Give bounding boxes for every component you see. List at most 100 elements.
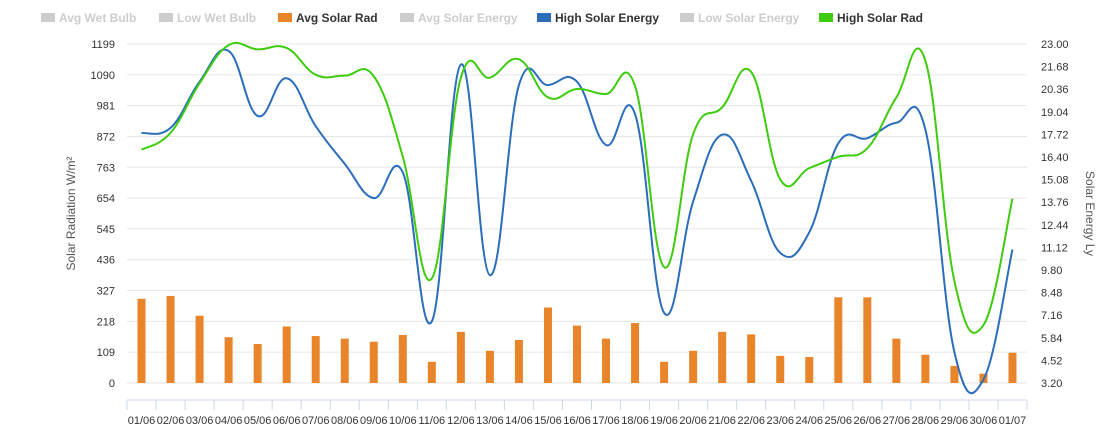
bar-avg-solar-rad[interactable]: [166, 295, 175, 383]
x-tick-label: 08/06: [331, 415, 359, 427]
x-tick-label: 22/06: [737, 415, 765, 427]
legend-item-avg-solar-energy[interactable]: Avg Solar Energy: [400, 11, 518, 25]
x-tick-label: 01/07: [999, 415, 1027, 427]
legend-label: Low Solar Energy: [698, 11, 800, 25]
bar-avg-solar-rad[interactable]: [456, 331, 465, 383]
x-tick-label: 18/06: [621, 415, 649, 427]
x-tick-label: 04/06: [215, 415, 243, 427]
y-left-tick-label: 981: [97, 101, 115, 113]
bar-avg-solar-rad[interactable]: [834, 297, 843, 383]
bar-avg-solar-rad[interactable]: [253, 343, 262, 383]
x-tick-label: 07/06: [302, 415, 330, 427]
y-left-tick-label: 763: [97, 162, 115, 174]
bar-avg-solar-rad[interactable]: [892, 338, 901, 383]
legend-swatch: [819, 13, 833, 22]
x-tick-label: 01/06: [128, 415, 156, 427]
legend-item-low-solar-energy[interactable]: Low Solar Energy: [680, 11, 800, 25]
x-tick-label: 06/06: [273, 415, 301, 427]
legend-item-high-solar-energy[interactable]: High Solar Energy: [537, 11, 659, 25]
bar-avg-solar-rad[interactable]: [282, 326, 291, 383]
grid: [127, 43, 1027, 384]
bar-avg-solar-rad[interactable]: [921, 354, 930, 383]
bar-avg-solar-rad[interactable]: [398, 334, 407, 383]
legend-swatch: [41, 13, 55, 22]
y-right-tick-label: 4.52: [1041, 355, 1062, 367]
y-right-tick-label: 19.04: [1041, 107, 1069, 119]
bar-avg-solar-rad[interactable]: [631, 323, 640, 383]
bar-series-avg-solar-rad: [137, 295, 1017, 383]
x-tick-label: 03/06: [186, 415, 214, 427]
bar-avg-solar-rad[interactable]: [689, 350, 698, 383]
line-high-solar-rad[interactable]: [141, 41, 1014, 334]
bar-avg-solar-rad[interactable]: [514, 340, 523, 383]
y-right-tick-label: 11.12: [1041, 242, 1068, 254]
legend-label: High Solar Energy: [555, 11, 659, 25]
bar-avg-solar-rad[interactable]: [427, 361, 436, 383]
bar-avg-solar-rad[interactable]: [224, 337, 233, 383]
bar-avg-solar-rad[interactable]: [137, 298, 146, 383]
bar-avg-solar-rad[interactable]: [602, 338, 611, 383]
x-tick-label: 13/06: [476, 415, 504, 427]
y-left-tick-label: 218: [97, 316, 115, 328]
y-right-tick-label: 15.08: [1041, 175, 1069, 187]
y-right-tick-label: 20.36: [1041, 84, 1069, 96]
bar-avg-solar-rad[interactable]: [485, 350, 494, 383]
x-tick-label: 25/06: [825, 415, 853, 427]
x-tick-label: 12/06: [447, 415, 475, 427]
bar-avg-solar-rad[interactable]: [805, 356, 814, 383]
legend-label: High Solar Rad: [837, 11, 923, 25]
x-tick-label: 15/06: [534, 415, 562, 427]
legend-swatch: [680, 13, 694, 22]
y-left-tick-label: 0: [109, 378, 115, 390]
x-tick-label: 23/06: [766, 415, 794, 427]
y-right-tick-label: 3.20: [1041, 378, 1062, 390]
y-right-tick-label: 21.68: [1041, 62, 1069, 74]
y-left-tick-label: 109: [97, 347, 115, 359]
legend-item-avg-solar-rad[interactable]: Avg Solar Rad: [278, 11, 378, 25]
y-left-tick-label: 436: [97, 255, 115, 267]
y-left-axis-title: Solar Radiation W/m²: [64, 156, 78, 270]
y-left-tick-label: 327: [97, 286, 115, 298]
legend-label: Avg Wet Bulb: [59, 11, 136, 25]
legend[interactable]: Avg Wet Bulb Low Wet Bulb Avg Solar Rad Avg…: [41, 11, 923, 25]
bar-avg-solar-rad[interactable]: [950, 366, 959, 383]
bar-avg-solar-rad[interactable]: [747, 334, 756, 383]
legend-item-low-wet-bulb[interactable]: Low Wet Bulb: [159, 11, 256, 25]
y-left-tick-label: 654: [97, 193, 115, 205]
bar-avg-solar-rad[interactable]: [369, 341, 378, 383]
y-left-tick-label: 1199: [91, 39, 115, 51]
y-left-tick-label: 1090: [91, 70, 115, 82]
bar-avg-solar-rad[interactable]: [776, 355, 785, 383]
y-right-tick-label: 7.16: [1041, 310, 1062, 322]
bar-avg-solar-rad[interactable]: [311, 336, 320, 383]
legend-swatch: [278, 13, 292, 22]
legend-swatch: [159, 13, 173, 22]
bar-avg-solar-rad[interactable]: [863, 297, 872, 383]
y-right-tick-label: 9.80: [1041, 265, 1062, 277]
y-right-axis-title: Solar Energy Ly: [1083, 171, 1097, 256]
x-tick-label: 28/06: [912, 415, 940, 427]
x-tick-label: 30/06: [970, 415, 998, 427]
x-tick-label: 29/06: [941, 415, 969, 427]
legend-swatch: [537, 13, 551, 22]
y-right-tick-label: 17.72: [1041, 129, 1069, 141]
bar-avg-solar-rad[interactable]: [543, 307, 552, 383]
x-tick-label: 24/06: [795, 415, 823, 427]
legend-item-high-solar-rad[interactable]: High Solar Rad: [819, 11, 923, 25]
y-left-tick-label: 545: [97, 224, 115, 236]
legend-item-avg-wet-bulb[interactable]: Avg Wet Bulb: [41, 11, 136, 25]
x-tick-label: 11/06: [418, 415, 445, 427]
bar-avg-solar-rad[interactable]: [195, 315, 204, 383]
y-left-tick-label: 872: [97, 131, 115, 143]
bar-avg-solar-rad[interactable]: [1008, 352, 1017, 383]
bar-avg-solar-rad[interactable]: [573, 325, 581, 383]
bar-avg-solar-rad[interactable]: [718, 331, 727, 383]
legend-label: Avg Solar Rad: [296, 11, 378, 25]
bar-avg-solar-rad[interactable]: [660, 361, 669, 383]
x-tick-label: 09/06: [360, 415, 388, 427]
bar-avg-solar-rad[interactable]: [340, 338, 349, 383]
y-right-tick-label: 8.48: [1041, 288, 1062, 300]
y-right-tick-label: 23.00: [1041, 39, 1069, 51]
